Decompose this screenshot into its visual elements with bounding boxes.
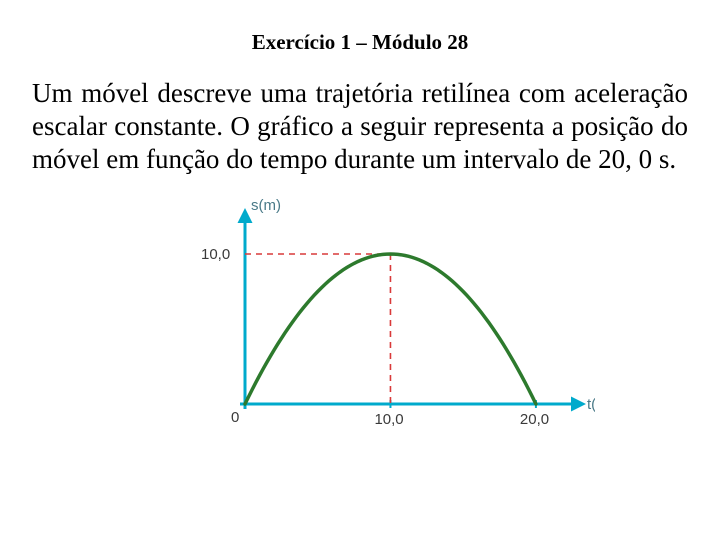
svg-text:10,0: 10,0 — [374, 411, 403, 428]
exercise-text: Um móvel descreve uma trajetória retilín… — [30, 77, 690, 176]
svg-text:s(m): s(m) — [251, 197, 281, 214]
svg-text:t(s): t(s) — [587, 396, 595, 413]
svg-text:10,0: 10,0 — [201, 246, 230, 263]
chart-container: 0 10,0 20,0 10,0 s(m) t(s) — [30, 194, 690, 444]
position-time-chart: 0 10,0 20,0 10,0 s(m) t(s) — [125, 194, 595, 444]
exercise-title: Exercício 1 – Módulo 28 — [30, 30, 690, 55]
svg-text:0: 0 — [231, 409, 239, 426]
svg-text:20,0: 20,0 — [520, 411, 549, 428]
